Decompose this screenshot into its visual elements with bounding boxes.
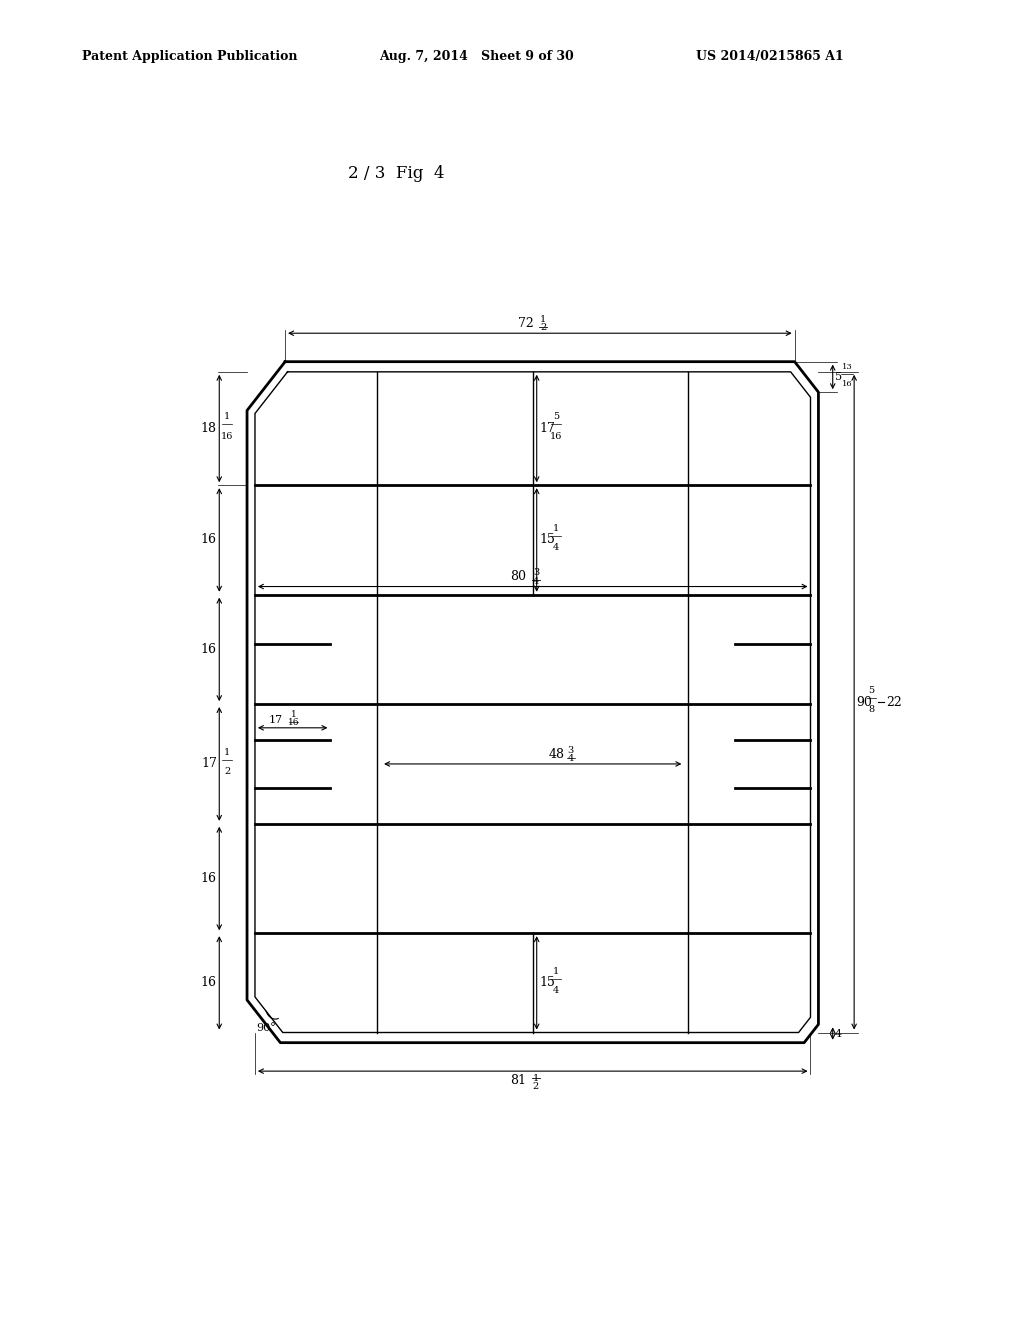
Text: 5: 5 (553, 412, 559, 421)
Text: 90: 90 (856, 696, 872, 709)
Text: 16: 16 (201, 643, 217, 656)
Text: 1: 1 (291, 710, 296, 718)
Text: 90°: 90° (257, 1023, 276, 1032)
Text: 22: 22 (886, 696, 902, 709)
Text: 15: 15 (539, 977, 555, 990)
Text: US 2014/0215865 A1: US 2014/0215865 A1 (696, 50, 844, 63)
Text: 16: 16 (842, 380, 852, 388)
Text: 2: 2 (224, 767, 230, 776)
Text: Patent Application Publication: Patent Application Publication (82, 50, 297, 63)
Text: 4: 4 (553, 543, 559, 552)
Text: 3: 3 (532, 569, 539, 577)
Text: 2: 2 (540, 323, 546, 333)
Text: 16: 16 (201, 533, 217, 546)
Text: 13: 13 (842, 363, 852, 371)
Text: 1: 1 (553, 966, 559, 975)
Text: 17: 17 (539, 422, 555, 436)
Text: Aug. 7, 2014   Sheet 9 of 30: Aug. 7, 2014 Sheet 9 of 30 (379, 50, 573, 63)
Text: 15: 15 (539, 533, 555, 546)
Text: 3: 3 (567, 746, 574, 755)
Text: 81: 81 (510, 1074, 526, 1088)
Text: 1: 1 (532, 1074, 539, 1084)
Text: 5: 5 (868, 686, 874, 696)
Text: 48: 48 (549, 748, 564, 760)
Text: 2: 2 (532, 1082, 539, 1092)
Text: 17: 17 (269, 714, 284, 725)
Text: 16: 16 (201, 977, 217, 990)
Text: 1: 1 (224, 748, 230, 756)
Text: 18: 18 (201, 422, 217, 436)
Text: 16: 16 (288, 718, 299, 727)
Text: 4: 4 (553, 986, 559, 995)
Text: 8: 8 (868, 705, 874, 714)
Text: 4: 4 (567, 754, 574, 763)
Text: 80: 80 (510, 570, 526, 583)
Text: 1: 1 (553, 524, 559, 533)
Text: 5: 5 (836, 372, 842, 381)
Text: 1: 1 (224, 412, 230, 421)
Text: 2 / 3  Fig  4: 2 / 3 Fig 4 (348, 165, 444, 182)
Text: 17: 17 (201, 758, 217, 771)
Text: 16: 16 (550, 432, 562, 441)
Text: 72: 72 (518, 317, 534, 330)
Text: 16: 16 (201, 873, 217, 884)
Text: 16: 16 (221, 432, 233, 441)
Text: 4: 4 (532, 577, 539, 586)
Text: 1: 1 (540, 315, 546, 325)
Text: 4: 4 (836, 1028, 842, 1039)
